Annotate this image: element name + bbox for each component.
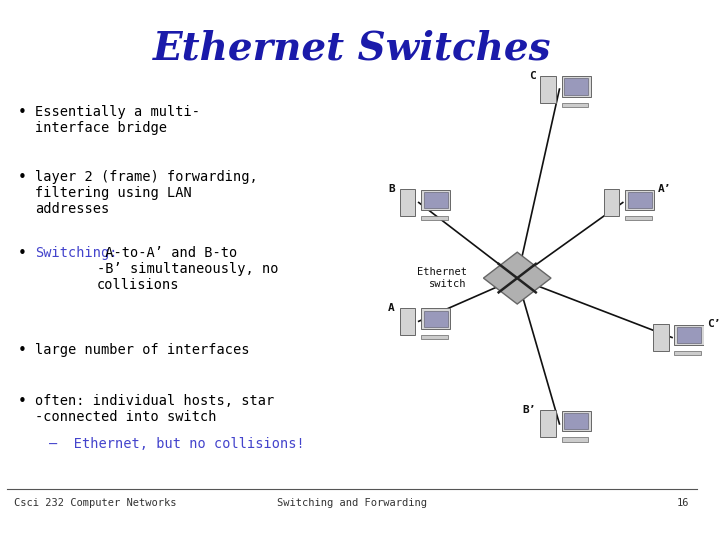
Text: large number of interfaces: large number of interfaces — [35, 343, 250, 357]
Bar — [400, 189, 415, 216]
Bar — [653, 324, 669, 351]
Text: often: individual hosts, star
-connected into switch: often: individual hosts, star -connected… — [35, 394, 274, 424]
Bar — [674, 325, 703, 345]
Bar — [564, 78, 588, 94]
Text: Csci 232 Computer Networks: Csci 232 Computer Networks — [14, 498, 176, 508]
Bar — [423, 310, 448, 327]
Text: C’: C’ — [707, 319, 720, 329]
Text: A: A — [388, 303, 395, 313]
Bar — [562, 76, 591, 97]
Bar — [400, 308, 415, 335]
Bar — [625, 216, 652, 220]
Text: A-to-A’ and B-to
-B’ simultaneously, no
collisions: A-to-A’ and B-to -B’ simultaneously, no … — [97, 246, 279, 292]
Bar — [564, 413, 588, 429]
Bar — [541, 410, 556, 437]
Text: •: • — [17, 394, 27, 409]
Bar — [423, 192, 448, 208]
Bar — [420, 190, 451, 210]
Bar — [562, 411, 591, 431]
Text: Essentially a multi-
interface bridge: Essentially a multi- interface bridge — [35, 105, 200, 136]
Bar — [628, 192, 652, 208]
Bar — [420, 216, 448, 220]
Bar — [420, 335, 448, 339]
Polygon shape — [483, 252, 551, 304]
Bar — [562, 103, 588, 107]
Text: •: • — [17, 343, 27, 358]
Bar — [420, 308, 451, 329]
Text: B: B — [388, 184, 395, 194]
Text: Ethernet Switches: Ethernet Switches — [153, 30, 551, 68]
Text: B’: B’ — [522, 406, 536, 415]
Text: •: • — [17, 170, 27, 185]
Text: layer 2 (frame) forwarding,
filtering using LAN
addresses: layer 2 (frame) forwarding, filtering us… — [35, 170, 258, 217]
Text: Ethernet
switch: Ethernet switch — [417, 267, 467, 289]
Text: 16: 16 — [677, 498, 690, 508]
Bar — [674, 351, 701, 355]
Text: A’: A’ — [658, 184, 672, 194]
Bar — [562, 437, 588, 442]
Text: C: C — [528, 71, 536, 80]
Bar — [541, 76, 556, 103]
Bar — [677, 327, 701, 343]
Text: Switching and Forwarding: Switching and Forwarding — [277, 498, 427, 508]
Text: –  Ethernet, but no collisions!: – Ethernet, but no collisions! — [49, 437, 305, 451]
Bar — [604, 189, 619, 216]
Text: •: • — [17, 246, 27, 261]
Text: Switching:: Switching: — [35, 246, 117, 260]
Bar — [625, 190, 654, 210]
Text: •: • — [17, 105, 27, 120]
